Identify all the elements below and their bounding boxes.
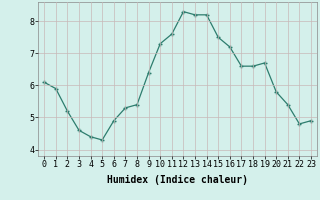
X-axis label: Humidex (Indice chaleur): Humidex (Indice chaleur) (107, 175, 248, 185)
